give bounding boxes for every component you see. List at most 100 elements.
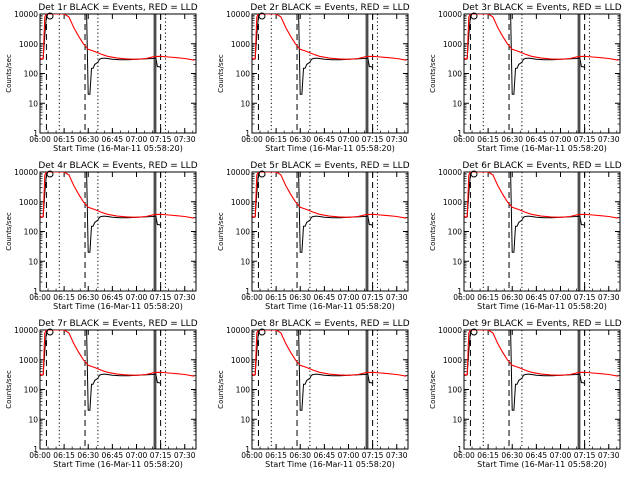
x-tick-label: 06:45 [526, 451, 548, 460]
y-tick-label: 10 [240, 99, 250, 108]
x-tick-label: 06:00 [453, 451, 475, 460]
y-axis-label: Counts/sec [429, 370, 437, 409]
y-tick-label: 1000 [443, 40, 462, 49]
y-tick-label: 10 [28, 257, 38, 266]
x-tick-label: 07:30 [174, 451, 196, 460]
x-tick-label: 06:00 [29, 451, 51, 460]
y-tick-label: 10 [452, 415, 462, 424]
y-tick-label: 1000 [443, 356, 462, 365]
x-tick-label: 07:15 [150, 451, 172, 460]
y-tick-label: 1 [245, 287, 250, 296]
y-axis-label: Counts/sec [217, 54, 225, 93]
x-tick-label: 06:15 [265, 135, 287, 144]
x-axis-label: Start Time (16-Mar-11 05:58:20) [265, 144, 395, 153]
x-tick-label: 06:00 [241, 293, 263, 302]
y-tick-label: 1 [245, 129, 250, 138]
y-tick-label: 100 [448, 386, 463, 395]
x-tick-label: 06:45 [314, 293, 336, 302]
x-tick-label: 07:15 [362, 451, 384, 460]
panel-4: Det 4r BLACK = Events, RED = LLD 1 10 100 10… [5, 161, 198, 311]
y-tick-label: 1000 [231, 356, 250, 365]
plot-frame [463, 171, 621, 292]
panel-title: Det 9r BLACK = Events, RED = LLD [462, 319, 621, 329]
y-tick-label: 10000 [226, 168, 250, 177]
y-tick-label: 1 [245, 445, 250, 454]
x-tick-label: 06:15 [265, 451, 287, 460]
x-tick-label: 07:00 [126, 451, 148, 460]
x-tick-label: 07:30 [598, 451, 620, 460]
x-tick-label: 06:45 [102, 293, 124, 302]
y-tick-label: 10000 [226, 10, 250, 19]
y-tick-label: 100 [448, 228, 463, 237]
y-tick-label: 100 [236, 70, 251, 79]
y-tick-label: 1 [33, 129, 38, 138]
y-axis-label: Counts/sec [5, 212, 13, 251]
x-tick-label: 06:45 [526, 135, 548, 144]
marker-circle [258, 328, 266, 336]
x-tick-label: 07:00 [338, 135, 360, 144]
x-tick-label: 06:30 [77, 451, 99, 460]
x-tick-label: 07:15 [574, 451, 596, 460]
y-tick-label: 1 [33, 287, 38, 296]
x-tick-label: 06:00 [241, 135, 263, 144]
x-tick-label: 06:00 [29, 293, 51, 302]
y-tick-label: 10000 [438, 168, 462, 177]
plot-frame [39, 171, 197, 292]
x-tick-label: 07:00 [126, 135, 148, 144]
x-tick-label: 06:45 [102, 135, 124, 144]
marker-circle [46, 170, 54, 178]
x-tick-label: 07:00 [550, 135, 572, 144]
panel-1: Det 1r BLACK = Events, RED = LLD 1 10 100 10… [5, 3, 198, 153]
x-tick-label: 07:30 [174, 293, 196, 302]
y-tick-label: 10 [240, 257, 250, 266]
y-tick-label: 10 [240, 415, 250, 424]
x-tick-label: 06:30 [289, 293, 311, 302]
y-tick-label: 100 [236, 228, 251, 237]
x-tick-label: 07:30 [598, 293, 620, 302]
x-axis-label: Start Time (16-Mar-11 05:58:20) [265, 460, 395, 469]
panel-7: Det 7r BLACK = Events, RED = LLD 1 10 100 10… [5, 319, 198, 469]
x-tick-label: 07:30 [174, 135, 196, 144]
y-tick-label: 1 [457, 445, 462, 454]
x-tick-label: 06:30 [289, 135, 311, 144]
x-axis-label: Start Time (16-Mar-11 05:58:20) [477, 302, 607, 311]
panel-title: Det 6r BLACK = Events, RED = LLD [462, 161, 621, 171]
panel-2: Det 2r BLACK = Events, RED = LLD 1 10 100 10… [217, 3, 410, 153]
x-axis-label: Start Time (16-Mar-11 05:58:20) [477, 460, 607, 469]
y-tick-label: 1 [33, 445, 38, 454]
x-tick-label: 07:00 [550, 293, 572, 302]
x-axis-label: Start Time (16-Mar-11 05:58:20) [53, 460, 183, 469]
panel-title: Det 2r BLACK = Events, RED = LLD [250, 3, 409, 13]
panel-title: Det 5r BLACK = Events, RED = LLD [250, 161, 409, 171]
y-tick-label: 10 [28, 415, 38, 424]
marker-circle [470, 12, 478, 20]
y-tick-label: 1000 [19, 356, 38, 365]
x-axis-label: Start Time (16-Mar-11 05:58:20) [265, 302, 395, 311]
y-tick-label: 1000 [443, 198, 462, 207]
lld-line [40, 14, 195, 61]
plot-frame [39, 329, 197, 450]
x-tick-label: 07:15 [150, 135, 172, 144]
plot-frame [463, 329, 621, 450]
x-tick-label: 06:15 [265, 293, 287, 302]
panel-title: Det 8r BLACK = Events, RED = LLD [250, 319, 409, 329]
y-tick-label: 10000 [14, 10, 38, 19]
lld-line [464, 172, 619, 219]
x-tick-label: 06:30 [501, 135, 523, 144]
x-tick-label: 06:00 [453, 293, 475, 302]
x-tick-label: 06:30 [501, 451, 523, 460]
x-tick-label: 07:15 [150, 293, 172, 302]
y-axis-label: Counts/sec [429, 54, 437, 93]
panel-title: Det 4r BLACK = Events, RED = LLD [38, 161, 197, 171]
x-tick-label: 07:30 [598, 135, 620, 144]
x-tick-label: 06:45 [102, 451, 124, 460]
x-tick-label: 07:00 [338, 293, 360, 302]
x-tick-label: 06:00 [453, 135, 475, 144]
panel-title: Det 1r BLACK = Events, RED = LLD [38, 3, 197, 13]
panel-title: Det 3r BLACK = Events, RED = LLD [462, 3, 621, 13]
plot-frame [251, 171, 409, 292]
x-tick-label: 07:15 [574, 135, 596, 144]
y-axis-label: Counts/sec [217, 212, 225, 251]
marker-circle [46, 12, 54, 20]
